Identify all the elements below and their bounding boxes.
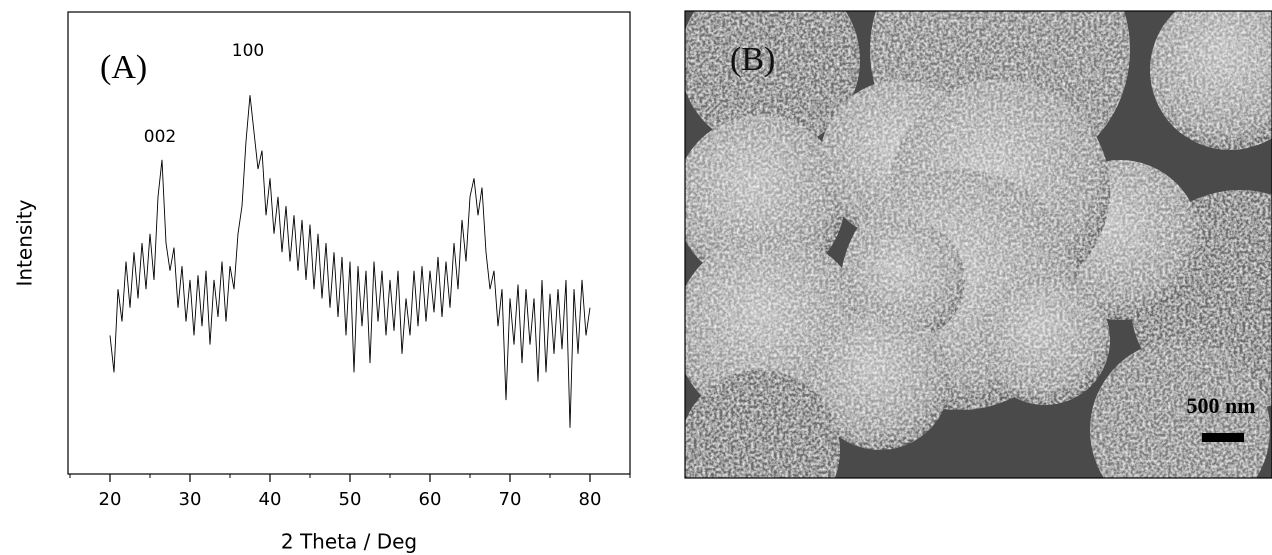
x-tick-label: 20 [99, 489, 122, 510]
image-frame [684, 10, 1272, 479]
x-axis-label: 2 Theta / Deg [281, 530, 417, 554]
scale-bar [1202, 433, 1244, 442]
y-axis-label: Intensity [13, 199, 37, 286]
x-tick-label: 60 [419, 489, 442, 510]
x-tick-label: 80 [579, 489, 602, 510]
plot-frame [67, 11, 631, 475]
x-tick-label: 30 [179, 489, 202, 510]
sem-image [685, 11, 1272, 478]
panel-label: (B) [730, 41, 775, 78]
annotation: 002 [144, 127, 176, 147]
scale-bar-label: 500 nm [1186, 393, 1255, 418]
x-tick-label: 70 [499, 489, 522, 510]
data-line [109, 95, 591, 428]
panel-label: (A) [100, 49, 147, 86]
x-tick-label: 50 [339, 489, 362, 510]
x-tick-label: 40 [259, 489, 282, 510]
annotation: 100 [232, 41, 264, 61]
plot: 20 30 40 50 60 70 80 [69, 95, 631, 510]
